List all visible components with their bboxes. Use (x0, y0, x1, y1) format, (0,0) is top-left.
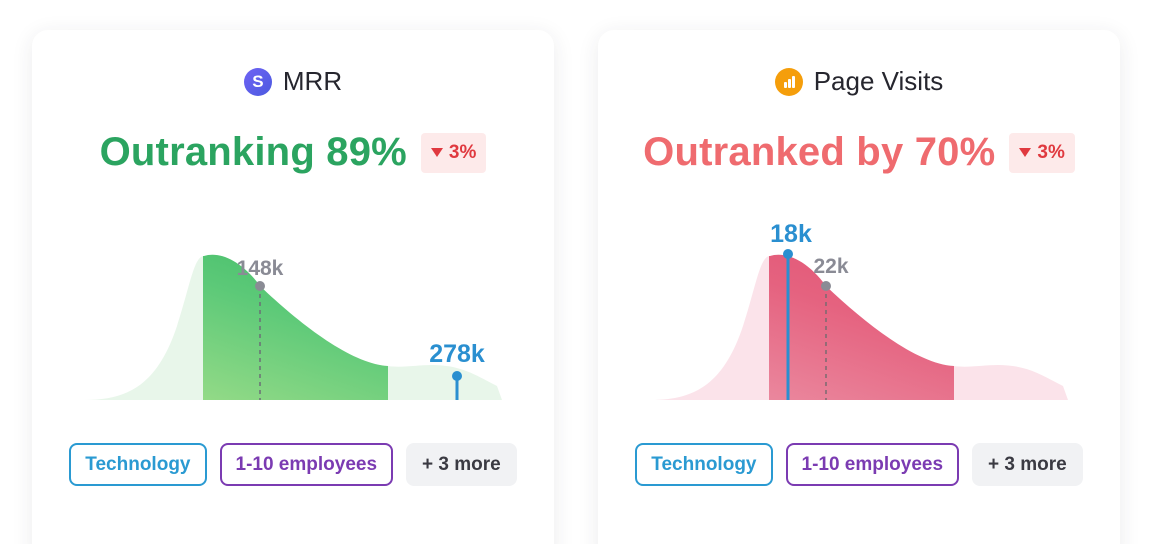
median-label: 148k (237, 257, 284, 280)
median-label: 22k (813, 255, 848, 278)
median-dot (821, 281, 831, 291)
filter-tags: Technology 1-10 employees + 3 more (598, 443, 1120, 486)
change-badge: 3% (420, 132, 487, 173)
distribution-highlight (203, 254, 388, 400)
value-marker-dot (452, 371, 462, 381)
rank-row: Outranking 89% 3% (32, 130, 554, 175)
down-triangle-icon (430, 148, 443, 157)
mrr-benchmark-card: S MRR Outranking 89% 3% 148k 278k Techno… (32, 30, 554, 544)
card-title: Page Visits (598, 66, 1120, 97)
industry-tag[interactable]: Technology (635, 443, 773, 486)
page-visits-benchmark-card: Page Visits Outranked by 70% 3% 22k 18k … (598, 30, 1120, 544)
value-label: 278k (429, 340, 485, 368)
google-analytics-icon (774, 67, 803, 96)
rank-row: Outranked by 70% 3% (598, 130, 1120, 175)
card-title: S MRR (32, 66, 554, 97)
distribution-chart: 148k 278k (84, 254, 502, 400)
distribution-highlight (769, 254, 954, 400)
more-tags-button[interactable]: + 3 more (406, 443, 517, 486)
down-triangle-icon (1019, 148, 1032, 157)
change-badge: 3% (1009, 132, 1075, 173)
more-tags-button[interactable]: + 3 more (972, 443, 1083, 486)
company-size-tag[interactable]: 1-10 employees (219, 443, 394, 486)
median-dot (255, 281, 265, 291)
card-title-label: MRR (282, 66, 343, 96)
rank-text: Outranked by 70% (643, 130, 996, 174)
value-marker-dot (783, 249, 793, 259)
rank-text: Outranking 89% (99, 130, 407, 174)
industry-tag[interactable]: Technology (69, 443, 207, 486)
card-title-label: Page Visits (813, 66, 944, 96)
distribution-chart: 22k 18k (650, 220, 1068, 400)
change-value: 3% (1037, 141, 1065, 163)
company-size-tag[interactable]: 1-10 employees (785, 443, 960, 486)
value-label: 18k (770, 220, 812, 248)
stripe-s-icon: S (243, 67, 272, 96)
change-value: 3% (448, 141, 477, 163)
filter-tags: Technology 1-10 employees + 3 more (32, 443, 554, 486)
